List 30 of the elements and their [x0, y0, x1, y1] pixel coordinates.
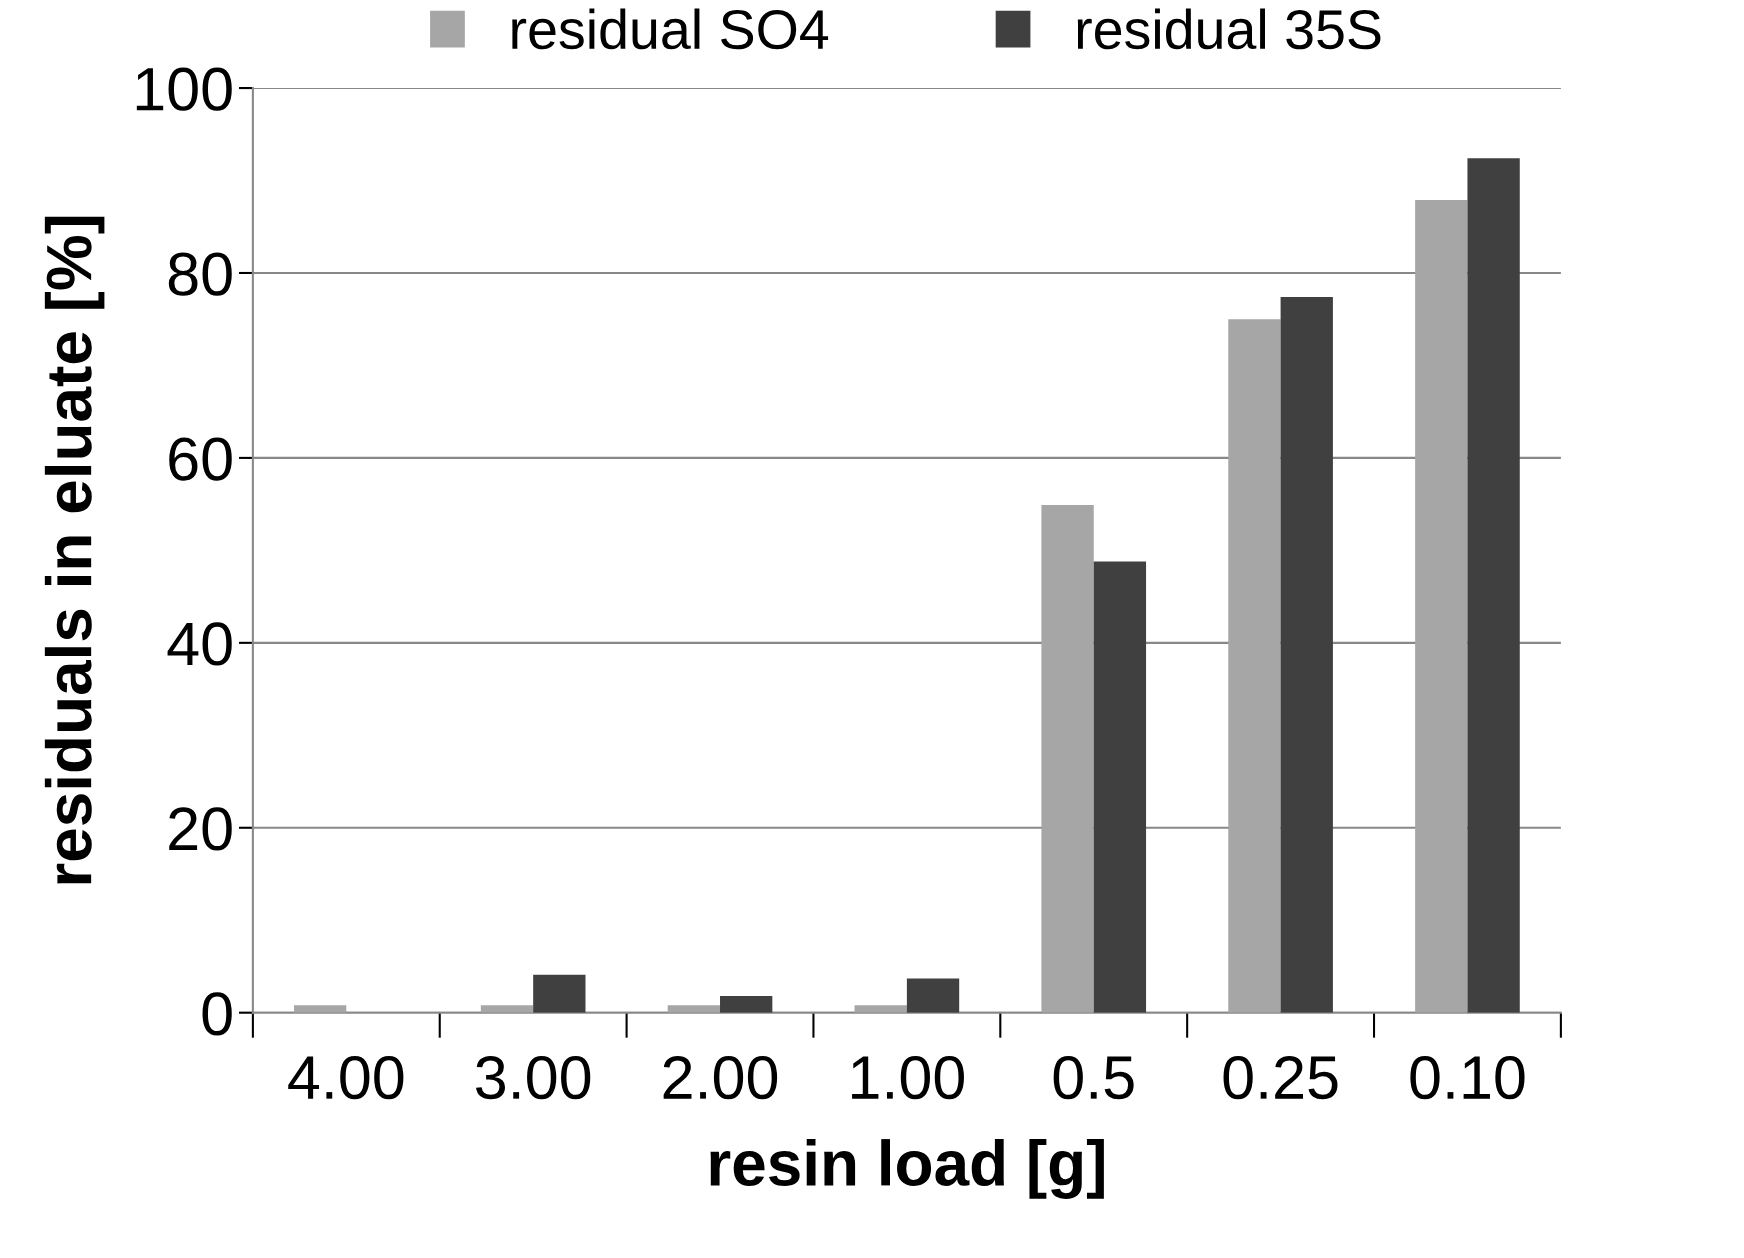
y-tick-label: 20 [169, 807, 232, 851]
bar [1093, 561, 1147, 1013]
bar [293, 1005, 347, 1013]
x-tick-label: 3.00 [476, 1055, 591, 1100]
bar [1467, 158, 1520, 1013]
y-tick-label: 80 [168, 252, 232, 296]
bar [720, 996, 773, 1013]
bar [1415, 199, 1468, 1013]
x-tick-label: 0.5 [1053, 1055, 1134, 1100]
x-axis-title: resin load [g] [710, 1139, 1104, 1199]
y-tick-label: 60 [169, 437, 232, 481]
x-tick-label: 0.10 [1410, 1055, 1525, 1100]
x-tick-label: 1.00 [852, 1055, 964, 1100]
x-tick-label: 2.00 [663, 1055, 778, 1100]
bar [533, 974, 586, 1013]
bar [854, 1005, 907, 1013]
bar [1228, 319, 1281, 1013]
y-tick-label: 40 [167, 622, 232, 666]
x-tick-label: 4.00 [288, 1055, 404, 1100]
legend-label: residual SO4 [512, 8, 829, 50]
bar [906, 978, 960, 1013]
y-tick-label: 100 [136, 67, 232, 111]
bar [1280, 297, 1333, 1013]
x-tick-label: 0.25 [1223, 1055, 1338, 1100]
bar [480, 1005, 534, 1013]
y-axis-title: residuals in eluate [%] [44, 216, 105, 884]
bar [667, 1005, 721, 1013]
y-tick-label: 0 [202, 992, 232, 1036]
bar [1041, 505, 1094, 1013]
legend-label: residual 35S [1077, 8, 1381, 50]
